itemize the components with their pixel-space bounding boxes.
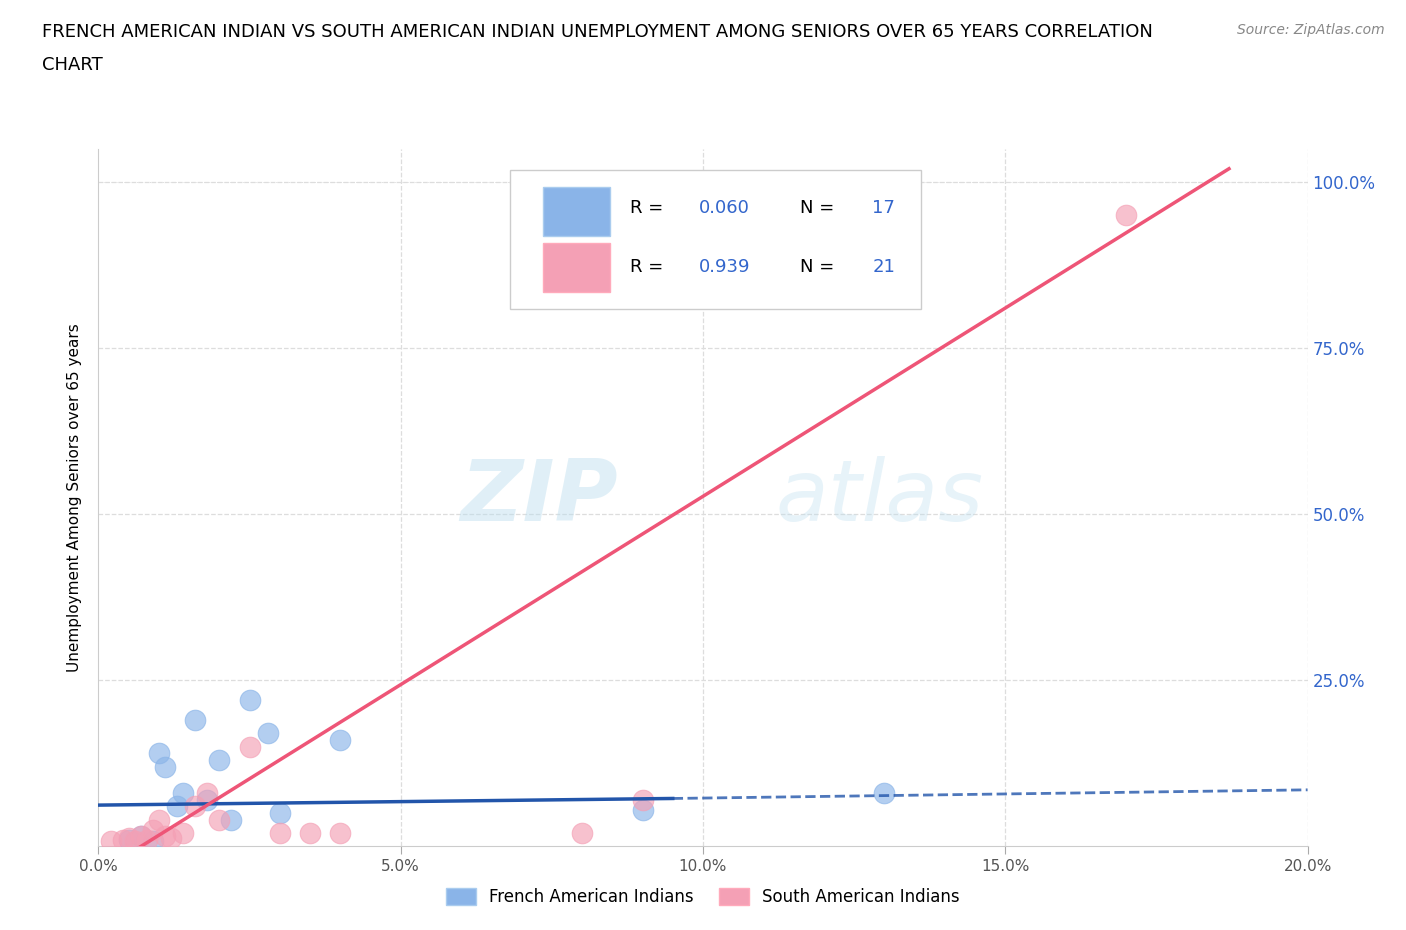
Point bbox=[873, 786, 896, 801]
FancyBboxPatch shape bbox=[509, 170, 921, 309]
Text: 0.060: 0.060 bbox=[699, 199, 751, 217]
Point bbox=[184, 712, 207, 727]
Point bbox=[148, 812, 170, 827]
Point bbox=[269, 826, 291, 841]
Point bbox=[329, 733, 352, 748]
Text: atlas: atlas bbox=[776, 456, 984, 539]
Point bbox=[195, 786, 218, 801]
Point bbox=[135, 832, 157, 847]
Point bbox=[184, 799, 207, 814]
Point bbox=[148, 746, 170, 761]
Point bbox=[124, 833, 146, 848]
Point bbox=[172, 786, 194, 801]
Text: R =: R = bbox=[630, 199, 669, 217]
Point bbox=[111, 832, 134, 847]
Y-axis label: Unemployment Among Seniors over 65 years: Unemployment Among Seniors over 65 years bbox=[67, 324, 83, 672]
Point bbox=[153, 759, 176, 774]
Point bbox=[239, 693, 262, 708]
Point bbox=[142, 822, 165, 837]
Point bbox=[142, 833, 165, 848]
Point bbox=[129, 829, 152, 844]
Point bbox=[239, 739, 262, 754]
Text: R =: R = bbox=[630, 259, 669, 276]
Point bbox=[208, 752, 231, 767]
Text: N =: N = bbox=[800, 259, 839, 276]
Point bbox=[153, 829, 176, 844]
Point bbox=[166, 799, 188, 814]
Point bbox=[160, 830, 183, 845]
Point bbox=[100, 833, 122, 848]
Point bbox=[172, 826, 194, 841]
FancyBboxPatch shape bbox=[543, 187, 610, 236]
Point bbox=[118, 832, 141, 847]
Point bbox=[221, 812, 243, 827]
Text: 17: 17 bbox=[872, 199, 896, 217]
Point bbox=[631, 792, 654, 807]
Text: 21: 21 bbox=[872, 259, 896, 276]
Point bbox=[571, 826, 593, 841]
Point bbox=[129, 829, 152, 844]
Text: N =: N = bbox=[800, 199, 839, 217]
Point bbox=[118, 830, 141, 845]
Point bbox=[631, 803, 654, 817]
Point bbox=[299, 826, 322, 841]
Text: CHART: CHART bbox=[42, 56, 103, 73]
Legend: French American Indians, South American Indians: French American Indians, South American … bbox=[439, 881, 967, 912]
Point bbox=[195, 792, 218, 807]
Text: ZIP: ZIP bbox=[461, 456, 619, 539]
Point bbox=[1115, 207, 1137, 222]
Point bbox=[269, 805, 291, 820]
Point bbox=[329, 826, 352, 841]
Text: FRENCH AMERICAN INDIAN VS SOUTH AMERICAN INDIAN UNEMPLOYMENT AMONG SENIORS OVER : FRENCH AMERICAN INDIAN VS SOUTH AMERICAN… bbox=[42, 23, 1153, 41]
FancyBboxPatch shape bbox=[543, 243, 610, 292]
Point bbox=[208, 812, 231, 827]
Text: Source: ZipAtlas.com: Source: ZipAtlas.com bbox=[1237, 23, 1385, 37]
Text: 0.939: 0.939 bbox=[699, 259, 751, 276]
Point bbox=[256, 726, 278, 741]
